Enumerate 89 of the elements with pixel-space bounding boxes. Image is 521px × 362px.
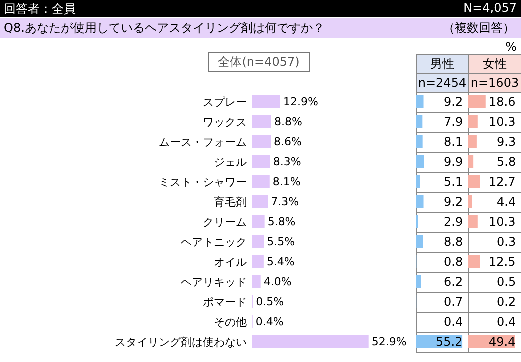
bar — [468, 216, 478, 228]
y-tick-label: スプレー — [203, 96, 247, 109]
bar — [416, 196, 424, 208]
data-label: 10.3 — [489, 215, 516, 229]
data-label: 0.5% — [256, 296, 284, 308]
y-tick-label: ポマード — [203, 296, 247, 309]
text: 回答者：全員 — [4, 1, 76, 18]
bar — [416, 156, 424, 168]
data-label: 2.9 — [444, 215, 464, 229]
bar — [416, 236, 424, 248]
data-label: 8.1% — [272, 176, 301, 188]
y-tick-label: ワックス — [203, 116, 247, 129]
data-label: 7.3% — [271, 196, 300, 208]
data-label: 7.9 — [444, 115, 464, 129]
data-label: 18.6 — [489, 95, 516, 109]
bar — [468, 196, 472, 208]
bar — [252, 156, 270, 168]
y-tick-label: その他 — [214, 316, 247, 329]
y-tick-label: ミスト・シャワー — [159, 176, 247, 189]
data-label: 6.2 — [444, 275, 464, 289]
text: N=4,057 — [464, 1, 517, 15]
bar — [252, 216, 265, 228]
data-label: 0.4% — [256, 316, 284, 328]
bar — [252, 176, 270, 188]
y-tick-label: ヘアトニック — [181, 236, 247, 249]
chart-subtitle: n=2454 — [416, 73, 469, 93]
data-label: 55.2 — [436, 335, 463, 349]
text: （複数回答） — [443, 20, 515, 37]
bar — [416, 136, 423, 148]
y-tick-label: ムース・フォーム — [159, 136, 247, 149]
data-label: 8.8% — [274, 116, 302, 128]
data-label: 5.8% — [268, 216, 296, 228]
data-label: 0.4 — [444, 315, 464, 329]
chart-title: 男性 — [416, 54, 469, 74]
bar — [416, 276, 422, 288]
data-label: 0.7 — [444, 295, 464, 309]
data-label: 0.8 — [444, 255, 464, 269]
data-label: 10.3 — [489, 115, 516, 129]
data-label: 0.2 — [497, 295, 516, 309]
data-label: 9.9 — [444, 155, 464, 169]
bar — [468, 136, 477, 148]
bar — [468, 116, 478, 128]
chart-title: Q8.あなたが使用しているヘアスタイリング剤は何ですか？ — [4, 20, 325, 37]
bar — [468, 96, 486, 108]
data-label: 0.4 — [497, 315, 516, 329]
bar — [416, 176, 420, 188]
data-label: 5.4% — [266, 256, 295, 268]
data-label: 5.8 — [497, 155, 516, 169]
y-tick-label: オイル — [214, 256, 247, 269]
data-label: 9.2 — [444, 195, 464, 209]
data-label: 12.5 — [489, 255, 516, 269]
y-tick-label: ジェル — [214, 156, 247, 169]
text: % — [506, 40, 517, 54]
data-label: 5.5% — [267, 236, 296, 248]
bar — [416, 116, 423, 128]
bar — [252, 276, 261, 288]
bar — [252, 96, 280, 108]
bar — [468, 256, 480, 268]
y-tick-label: 育毛剤 — [214, 196, 247, 209]
y-tick-label: クリーム — [203, 216, 247, 229]
bar — [252, 336, 369, 348]
data-label: 4.0% — [264, 276, 292, 288]
bar — [252, 256, 264, 268]
bar — [252, 196, 268, 208]
data-label: 9.3 — [497, 135, 516, 149]
data-label: 8.6% — [274, 136, 302, 148]
bar — [252, 236, 264, 248]
data-label: 8.3% — [273, 156, 302, 168]
chart-title: 女性 — [468, 54, 521, 74]
bar — [416, 96, 424, 108]
data-label: 4.4 — [497, 195, 516, 209]
data-label: 9.2 — [444, 95, 464, 109]
data-label: 8.1 — [444, 135, 464, 149]
bar — [252, 136, 271, 148]
chart-subtitle: n=1603 — [468, 73, 521, 93]
y-tick-label: スタイリング剤は使わない — [115, 336, 247, 349]
bar — [252, 116, 272, 128]
bar — [468, 176, 480, 188]
chart-subtitle: 全体(n=4057) — [208, 52, 310, 72]
y-tick-label: ヘアリキッド — [181, 276, 247, 289]
data-label: 49.4 — [489, 335, 516, 349]
data-label: 8.8 — [444, 235, 464, 249]
bar — [468, 156, 474, 168]
data-label: 5.1 — [444, 175, 464, 189]
data-label: 12.9% — [283, 96, 318, 108]
data-label: 12.7 — [489, 175, 516, 189]
data-label: 52.9% — [372, 336, 407, 348]
data-label: 0.3 — [497, 235, 516, 249]
data-label: 0.5 — [497, 275, 516, 289]
